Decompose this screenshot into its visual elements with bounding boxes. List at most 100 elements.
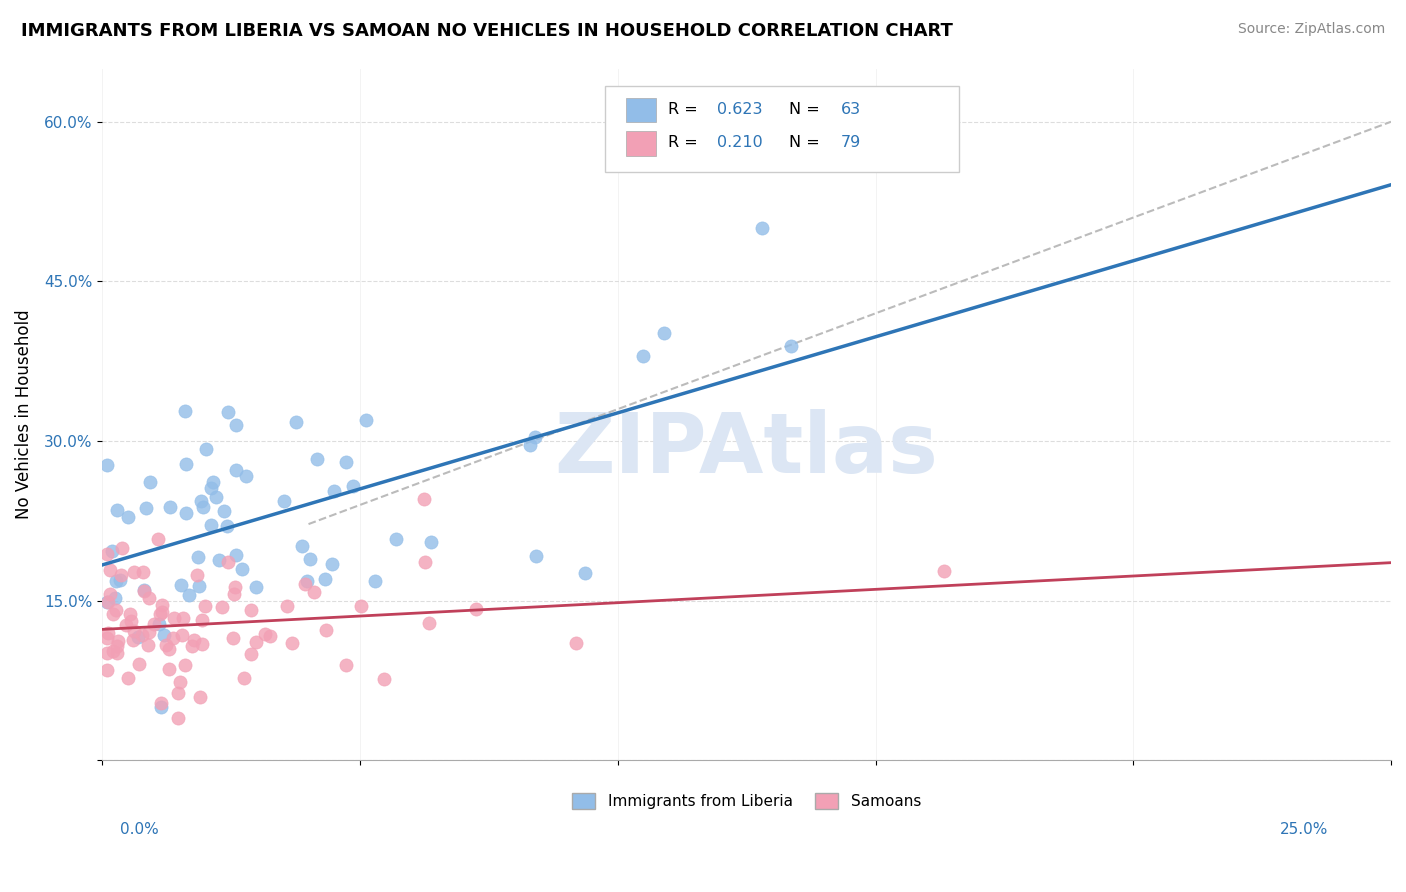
Point — [191, 500, 214, 515]
Point — [465, 602, 488, 616]
FancyBboxPatch shape — [626, 131, 657, 156]
Point — [101, 607, 124, 622]
Point — [132, 584, 155, 599]
Point — [186, 567, 208, 582]
Point — [224, 580, 246, 594]
Point — [350, 599, 373, 614]
Point — [419, 535, 441, 549]
Text: R =: R = — [668, 102, 703, 117]
Point — [127, 630, 149, 644]
Point — [413, 555, 436, 569]
Point — [138, 591, 160, 606]
Point — [321, 558, 343, 572]
Point — [149, 700, 172, 714]
Point — [335, 455, 357, 469]
Point — [174, 658, 197, 673]
Point — [146, 532, 169, 546]
Point — [232, 671, 254, 685]
Point — [225, 463, 247, 477]
Point — [96, 458, 118, 472]
Point — [225, 417, 247, 432]
FancyBboxPatch shape — [605, 86, 959, 172]
Text: 0.210: 0.210 — [717, 135, 763, 150]
Point — [245, 635, 267, 649]
Point — [564, 636, 586, 650]
Point — [177, 588, 200, 602]
Point — [138, 475, 160, 490]
Text: 79: 79 — [841, 135, 860, 150]
Point — [276, 599, 298, 614]
Point — [128, 657, 150, 672]
Point — [105, 503, 128, 517]
Point — [97, 595, 120, 609]
Point — [217, 555, 239, 569]
Point — [96, 547, 118, 561]
Point — [208, 553, 231, 567]
Point — [170, 628, 193, 642]
Point — [105, 640, 128, 654]
Point — [98, 587, 121, 601]
Point — [159, 500, 181, 514]
Point — [167, 686, 190, 700]
Point — [104, 602, 127, 616]
Point — [200, 481, 222, 495]
Point — [117, 671, 139, 685]
Text: R =: R = — [668, 135, 703, 150]
Point — [413, 491, 436, 506]
Point — [162, 631, 184, 645]
Point — [188, 690, 211, 704]
Point — [170, 578, 193, 592]
Text: 25.0%: 25.0% — [1281, 822, 1329, 837]
Text: N =: N = — [789, 102, 825, 117]
Point — [222, 631, 245, 645]
Point — [142, 617, 165, 632]
Point — [132, 583, 155, 598]
Point — [138, 624, 160, 639]
Point — [217, 519, 239, 533]
Point — [254, 627, 277, 641]
Point — [364, 574, 387, 588]
Point — [373, 673, 395, 687]
Text: IMMIGRANTS FROM LIBERIA VS SAMOAN NO VEHICLES IN HOUSEHOLD CORRELATION CHART: IMMIGRANTS FROM LIBERIA VS SAMOAN NO VEH… — [21, 22, 953, 40]
Point — [779, 339, 801, 353]
Point — [191, 638, 214, 652]
Point — [110, 567, 132, 582]
Text: 63: 63 — [841, 102, 860, 117]
Point — [107, 634, 129, 648]
Point — [574, 566, 596, 581]
Point — [131, 565, 153, 579]
Text: Source: ZipAtlas.com: Source: ZipAtlas.com — [1237, 22, 1385, 37]
Point — [342, 479, 364, 493]
Point — [163, 610, 186, 624]
Legend: Immigrants from Liberia, Samoans: Immigrants from Liberia, Samoans — [567, 787, 927, 815]
Point — [323, 484, 346, 499]
Point — [187, 550, 209, 565]
FancyBboxPatch shape — [626, 98, 657, 122]
Y-axis label: No Vehicles in Household: No Vehicles in Household — [15, 310, 32, 519]
Point — [294, 577, 316, 591]
Point — [131, 628, 153, 642]
Point — [150, 605, 173, 619]
Point — [120, 614, 142, 628]
Point — [281, 636, 304, 650]
Point — [135, 501, 157, 516]
Point — [136, 638, 159, 652]
Point — [149, 696, 172, 710]
Point — [105, 646, 128, 660]
Point — [101, 543, 124, 558]
Point — [155, 638, 177, 652]
Point — [191, 613, 214, 627]
Point — [188, 579, 211, 593]
Point — [176, 457, 198, 471]
Point — [259, 629, 281, 643]
Point — [211, 599, 233, 614]
Point — [104, 574, 127, 588]
Point — [115, 618, 138, 632]
Point — [284, 415, 307, 429]
Point — [120, 607, 142, 622]
Point — [152, 628, 174, 642]
Point — [245, 580, 267, 594]
Point — [190, 494, 212, 508]
Point — [222, 587, 245, 601]
Point — [159, 641, 181, 656]
